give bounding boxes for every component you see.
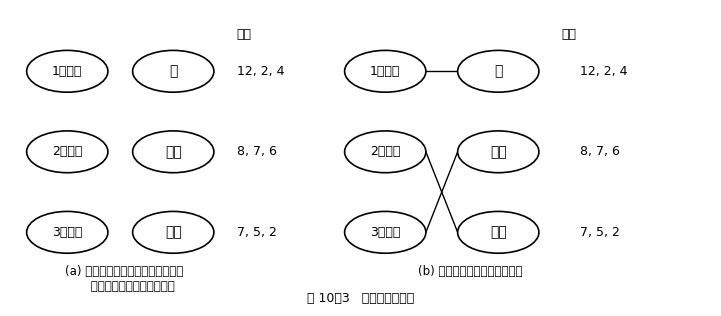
- Text: 佐伊: 佐伊: [490, 225, 507, 239]
- Text: 3号房间: 3号房间: [52, 226, 82, 239]
- Text: 12, 2, 4: 12, 2, 4: [580, 65, 627, 78]
- Text: 尤兰: 尤兰: [490, 145, 507, 159]
- Text: 佐伊: 佐伊: [165, 225, 182, 239]
- Text: 7, 5, 2: 7, 5, 2: [236, 226, 277, 239]
- Ellipse shape: [458, 211, 539, 253]
- Text: 12, 2, 4: 12, 2, 4: [236, 65, 284, 78]
- Text: 3号房间: 3号房间: [370, 226, 400, 239]
- Text: 估价: 估价: [236, 27, 252, 41]
- Text: 1号房间: 1号房间: [52, 65, 82, 78]
- Text: 估价: 估价: [562, 27, 577, 41]
- Text: 8, 7, 6: 8, 7, 6: [236, 145, 277, 158]
- Ellipse shape: [458, 50, 539, 92]
- Ellipse shape: [345, 131, 426, 173]
- Ellipse shape: [133, 211, 214, 253]
- Text: 8, 7, 6: 8, 7, 6: [580, 145, 619, 158]
- Text: 图 10．3   估值与最优分配: 图 10．3 估值与最优分配: [307, 292, 414, 305]
- Text: 1号房间: 1号房间: [370, 65, 400, 78]
- Text: (b) 根据这些估值做的最优分配: (b) 根据这些估值做的最优分配: [417, 265, 522, 278]
- Text: 2号房间: 2号房间: [370, 145, 400, 158]
- Ellipse shape: [27, 131, 108, 173]
- Ellipse shape: [345, 50, 426, 92]
- Text: 鑫: 鑫: [494, 64, 503, 78]
- Ellipse shape: [133, 50, 214, 92]
- Ellipse shape: [345, 211, 426, 253]
- Ellipse shape: [458, 131, 539, 173]
- Text: (a) 一组估值，每个人对每个对象的
     估值显示在他们名字的右边: (a) 一组估值，每个人对每个对象的 估值显示在他们名字的右边: [65, 265, 183, 293]
- Text: 2号房间: 2号房间: [52, 145, 82, 158]
- Ellipse shape: [133, 131, 214, 173]
- Text: 鑫: 鑫: [169, 64, 177, 78]
- Ellipse shape: [27, 211, 108, 253]
- Text: 7, 5, 2: 7, 5, 2: [580, 226, 619, 239]
- Ellipse shape: [27, 50, 108, 92]
- Text: 尤兰: 尤兰: [165, 145, 182, 159]
